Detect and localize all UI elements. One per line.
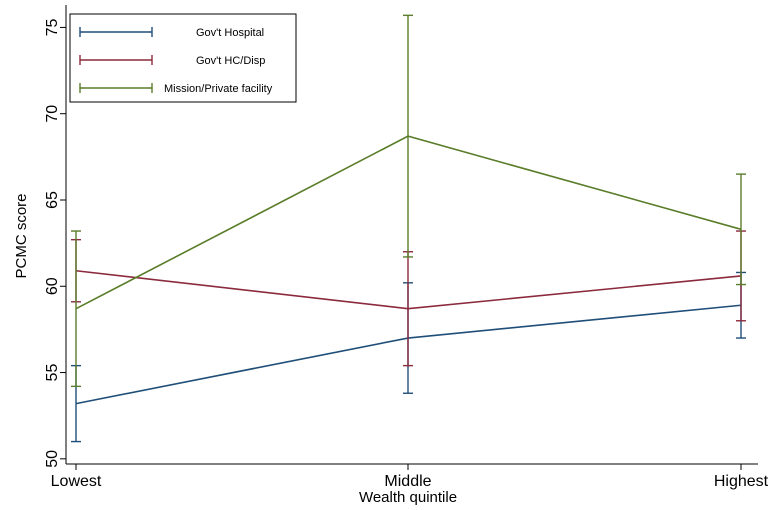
x-tick-label: Lowest (51, 473, 102, 490)
legend-entry: Gov't Hospital (79, 27, 264, 39)
x-tick-label: Highest (714, 473, 769, 490)
legend-label: Gov't HC/Disp (196, 55, 265, 67)
y-tick-label: 50 (44, 450, 61, 468)
x-axis-title: Wealth quintile (359, 489, 457, 506)
y-tick-label: 70 (44, 105, 61, 123)
y-axis-title: PCMC score (13, 193, 30, 278)
x-tick-label: Middle (384, 473, 431, 490)
legend-label: Mission/Private facility (164, 83, 273, 95)
y-tick-label: 60 (44, 277, 61, 295)
legend-entry: Gov't HC/Disp (79, 55, 265, 67)
legend-entry: Mission/Private facility (79, 83, 273, 95)
y-tick-label: 75 (44, 18, 61, 36)
y-tick-label: 65 (44, 191, 61, 209)
legend: Gov't Hospital Gov't HC/Disp Mission/Priva… (69, 13, 297, 103)
y-tick-label: 55 (44, 364, 61, 382)
legend-label: Gov't Hospital (196, 27, 264, 39)
series-2 (71, 14, 746, 388)
plot-area: 50 55 60 65 70 75 Lowest Middle Highest (44, 5, 769, 490)
